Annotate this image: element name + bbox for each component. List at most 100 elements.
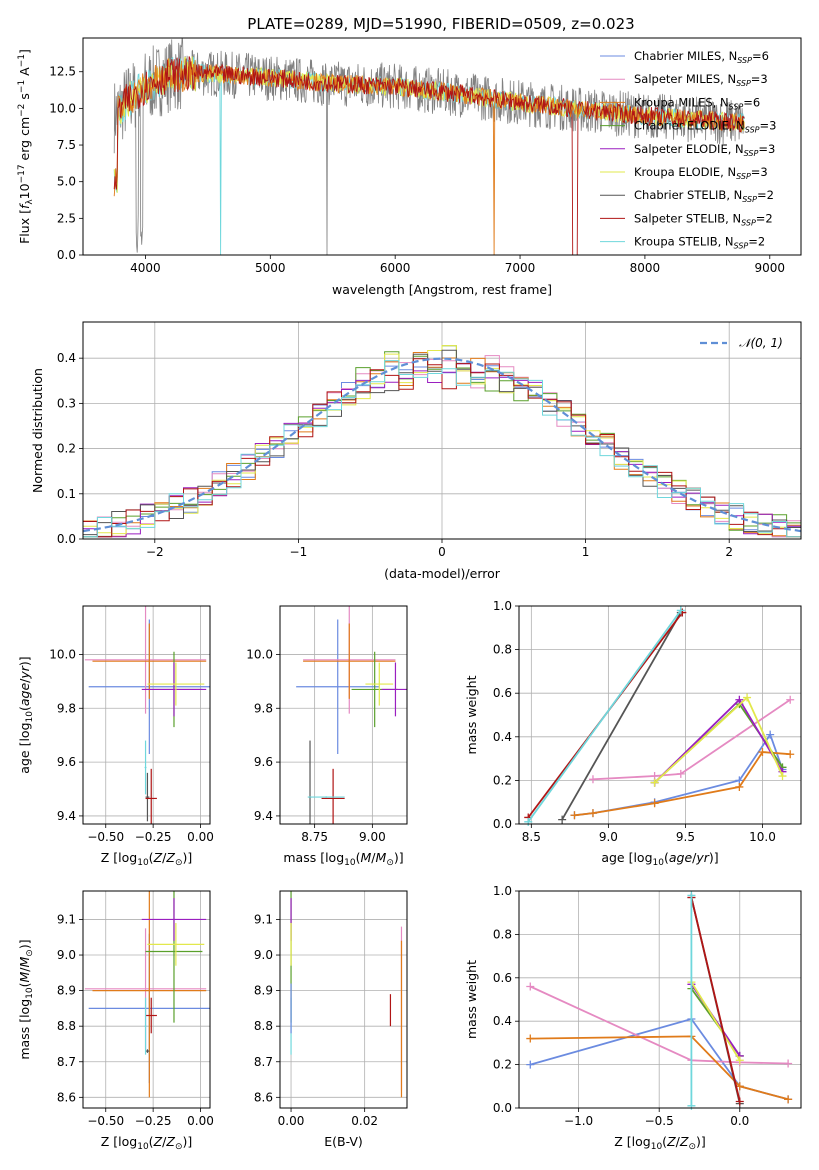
weight-point-marker [526,982,535,991]
y-tick-label: 0.4 [493,730,512,744]
y-tick-label: 8.9 [57,984,76,998]
y-tick-label: 8.6 [254,1090,273,1104]
y-tick-label: 0.0 [493,817,512,831]
x-tick-label: 1 [582,545,590,559]
y-tick-label: 8.8 [57,1019,76,1033]
x-tick-label: 0.0 [730,1114,749,1128]
y-tick-label: 8.7 [254,1055,273,1069]
x-axis-label: Z [log10(Z/Z⊙)] [101,850,193,868]
y-tick-label: 9.8 [57,701,76,715]
y-axis-label: Normed distribution [30,368,45,493]
weight-point-marker [687,1101,696,1110]
x-tick-label: −0.5 [645,1114,674,1128]
weight-point-marker [778,772,787,781]
y-tick-label: 7.5 [57,138,76,152]
residual-hist-panel: −2 −1 0 1 2 0.0 0.1 0.2 0.3 0.4 (data-model)/error… [30,321,802,581]
axes-frame [82,890,211,1109]
x-tick-label: 0.00 [278,1114,305,1128]
y-tick-label: 9.4 [254,809,273,823]
x-tick-label: 8000 [630,261,661,275]
y-tick-label: 0.4 [493,1014,512,1028]
y-tick-label: 8.6 [57,1090,76,1104]
x-tick-label: −2 [146,545,164,559]
y-tick-label: 0.1 [57,487,76,501]
x-tick-label: 9.5 [676,830,695,844]
weight-point-marker [735,695,744,704]
weight-point-marker [786,695,795,704]
x-tick-label: 9000 [755,261,786,275]
y-tick-label: 0.4 [57,351,76,365]
y-tick-label: 0.2 [57,442,76,456]
x-tick-label: 6000 [380,261,411,275]
weight-point-marker [784,1095,793,1104]
legend-entry: 𝒩(0, 1) [739,336,783,350]
y-tick-label: 0.8 [493,927,512,941]
axes-frame [518,890,802,1109]
y-tick-label: 0.0 [57,532,76,546]
errorbar-point [296,619,380,755]
x-axis-label: (data-model)/error [384,566,501,581]
legend-entry: Kroupa ELODIE, NSSP=3 [634,165,768,181]
y-tick-label: 9.1 [57,912,76,926]
legend-entry: Salpeter MILES, NSSP=3 [634,72,768,88]
x-tick-label: 0.00 [187,1114,214,1128]
normal-curve [83,357,801,533]
y-axis-label: mass [log10(M/M⊙)] [17,939,35,1059]
weight-series-line [690,981,741,1061]
errorbar-point [92,891,207,1098]
errorbar-point [141,662,207,717]
x-axis-label: mass [log10(M/M⊙)] [283,850,403,868]
y-tick-label: 1.0 [493,599,512,613]
weight-point-marker [588,775,597,784]
y-tick-label: 0.6 [493,971,512,985]
y-tick-label: 9.6 [57,755,76,769]
weight-point-marker [588,809,597,818]
errorbar-point [145,1049,150,1053]
weight-point-marker [743,693,752,702]
x-axis-label: E(B-V) [324,1134,363,1149]
errorbar-point [144,740,147,795]
weight-point-marker [735,782,744,791]
y-tick-label: 0.0 [57,248,76,262]
errorbar-point [145,772,150,822]
mass_vs_Z-panel: −0.50 −0.25 0.00 8.6 8.7 8.8 8.9 9.0 9.1 Z [log10… [17,890,214,1152]
y-tick-label: 10.0 [246,647,273,661]
errorbar-point [303,623,396,699]
errorbar-point [147,923,205,966]
x-tick-label: 0 [438,545,446,559]
x-tick-label: 4000 [130,261,161,275]
y-tick-label: 0.2 [493,773,512,787]
hist-series [83,358,801,538]
weight-series-line [690,897,741,1102]
hist-series [83,349,801,536]
y-axis-label: mass weight [464,675,479,754]
weight-point-marker [526,1034,535,1043]
y-tick-label: 9.4 [57,809,76,823]
x-tick-label: 2 [725,545,733,559]
age_vs_mass-panel: 8.75 9.00 9.4 9.6 9.8 10.0 mass [log10(M/M⊙)] [246,605,408,868]
y-tick-label: 8.7 [57,1055,76,1069]
errorbar-point [145,997,157,1034]
weight-series-line [530,1035,789,1101]
legend-entry: Chabrier ELODIE, NSSP=3 [634,119,776,135]
y-tick-label: 8.9 [254,984,273,998]
weight-point-marker [735,1056,744,1065]
weight-point-marker [676,769,685,778]
x-tick-label: 7000 [505,261,536,275]
weight-series-line [592,698,791,781]
errorbar-point [365,662,394,706]
y-tick-label: 9.8 [254,701,273,715]
y-tick-label: 9.0 [57,948,76,962]
legend-entry: Chabrier MILES, NSSP=6 [634,49,769,65]
errorbar-point [141,898,207,941]
figure-title: PLATE=0289, MJD=51990, FIBERID=0509, z=0… [247,15,634,33]
errorbar-point [144,997,147,1055]
x-tick-label: −0.50 [87,830,124,844]
y-tick-label: 0.2 [493,1058,512,1072]
x-axis-label: Z [log10(Z/Z⊙)] [614,1134,706,1152]
weight-point-marker [650,799,659,808]
legend-entry: Chabrier STELIB, NSSP=2 [634,188,774,204]
y-tick-label: 0.0 [493,1101,512,1115]
weight-point-marker [735,1097,744,1106]
